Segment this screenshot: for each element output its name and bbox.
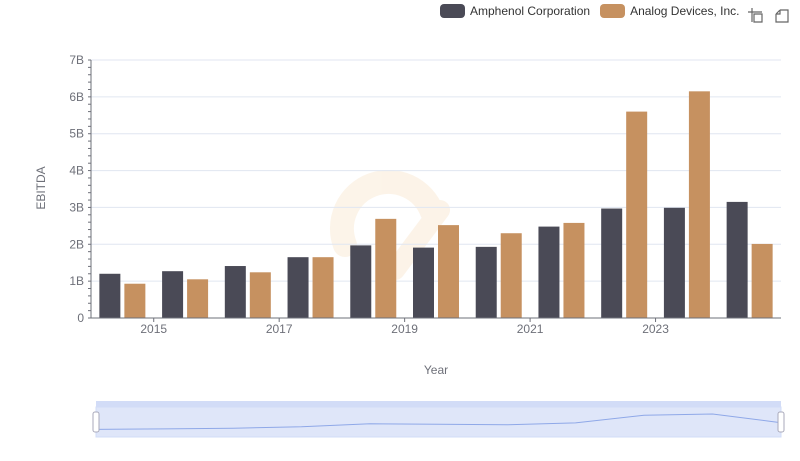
bar-analog-devices-2023 [688,91,710,318]
slider-trend-line [95,413,782,430]
restore-icon[interactable] [772,6,790,24]
bar-analog-devices-2021 [563,222,585,318]
bar-analog-devices-2015 [187,279,209,318]
x-axis-label: Year [424,363,448,377]
y-tick-label: 3B [69,200,84,214]
slider-top-bar [96,401,781,407]
bar-analog-devices-2014 [124,283,146,318]
bar-amphenol-2024 [726,201,748,318]
x-tick-label: 2015 [140,322,167,336]
y-axis-label: EBITDA [34,166,48,209]
legend-label-amphenol: Amphenol Corporation [470,4,591,18]
x-tick-label: 2017 [266,322,293,336]
legend-swatch-amphenol [440,4,465,18]
y-tick-label: 1B [69,274,84,288]
bar-analog-devices-2018 [375,218,397,318]
bar-amphenol-2017 [287,257,309,318]
bar-analog-devices-2020 [500,233,522,318]
bars [99,91,773,318]
x-tick-label: 2021 [517,322,544,336]
bar-amphenol-2019 [413,247,434,318]
bar-amphenol-2022 [601,208,623,318]
slider-handle-left [92,411,100,433]
bar-amphenol-2016 [224,266,246,318]
zoom-icon[interactable] [746,6,764,24]
bar-analog-devices-2016 [249,272,271,318]
bar-amphenol-2020 [475,246,497,318]
bar-amphenol-2015 [162,271,184,318]
bar-analog-devices-2019 [438,225,459,318]
y-tick-label: 6B [69,90,84,104]
legend-swatch-analog-devices [600,4,626,18]
zoom-slider[interactable] [92,401,785,438]
bar-analog-devices-2024 [751,243,773,318]
y-tick-label: 4B [69,164,84,178]
y-axis: 0 1B 2B 3B 4B 5B 6B 7B [69,53,92,325]
legend-item-amphenol[interactable]: Amphenol Corporation [440,4,590,18]
bar-amphenol-2023 [663,207,685,318]
bar-analog-devices-2022 [626,111,648,318]
y-tick-label: 7B [69,53,84,67]
x-tick-label: 2019 [391,322,418,336]
watermark-logo [329,169,450,280]
legend-label-analog-devices: Analog Devices, Inc. [630,4,740,18]
slider-handle-right [777,411,785,433]
bar-analog-devices-2017 [312,257,334,318]
y-tick-label: 2B [69,237,84,251]
y-tick-label: 5B [69,127,84,141]
x-axis: 2015 2017 2019 2021 2023 [91,317,781,336]
legend: Amphenol Corporation Analog Devices, Inc… [440,4,749,18]
slider-selection [95,406,782,438]
bar-amphenol-2021 [538,226,560,318]
bar-amphenol-2014 [99,273,121,318]
y-tick-label: 0 [77,311,84,325]
bar-amphenol-2018 [350,245,372,318]
legend-item-analog-devices[interactable]: Analog Devices, Inc. [600,4,739,18]
x-tick-label: 2023 [642,322,669,336]
